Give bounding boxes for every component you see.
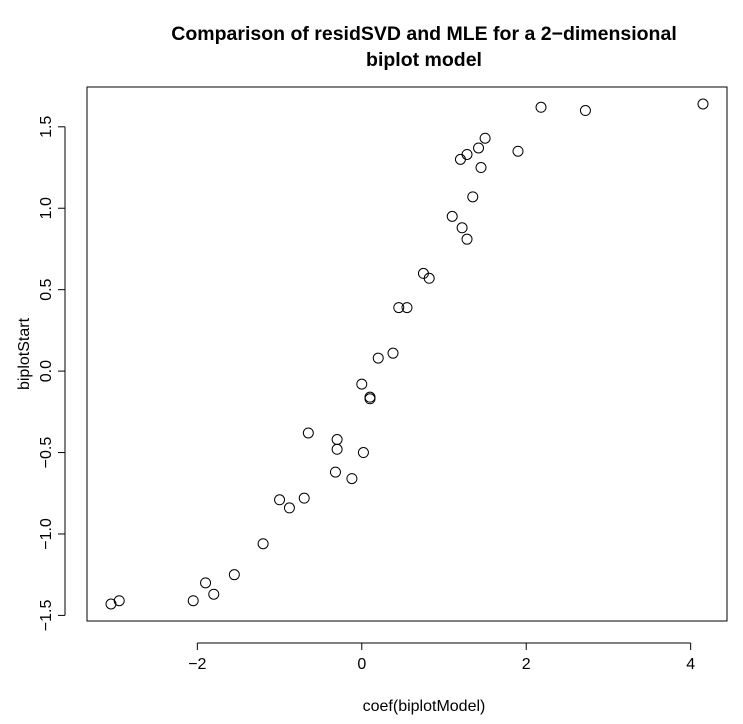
data-point [356, 378, 368, 390]
y-tick-label: 1.5 [38, 116, 55, 138]
data-point [473, 142, 485, 154]
data-point [346, 473, 358, 485]
data-point [454, 153, 466, 165]
data-point [372, 352, 384, 364]
data-point [461, 148, 473, 160]
y-tick-label: 0.0 [38, 360, 55, 382]
data-point [257, 538, 269, 550]
data-point [331, 443, 343, 455]
data-point [329, 466, 341, 478]
chart-title-line-2: biplot model [366, 49, 482, 71]
data-point [456, 222, 468, 234]
data-point [187, 595, 199, 607]
data-point [298, 492, 310, 504]
chart-title-line-1: Comparison of residSVD and MLE for a 2−d… [171, 23, 676, 45]
data-point [387, 347, 399, 359]
data-point [200, 577, 212, 589]
y-tick-label: −1.0 [38, 518, 55, 550]
y-axis: −1.5 −1.0 −0.5 0.0 0.5 1.0 1.5 [38, 116, 66, 632]
data-point [697, 98, 709, 110]
data-point [461, 233, 473, 245]
plot-frame [86, 86, 728, 622]
data-points [105, 98, 709, 610]
x-tick-label: −2 [188, 656, 206, 673]
y-axis-label: biplotStart [16, 317, 33, 390]
data-point [302, 427, 314, 439]
data-point [393, 302, 405, 314]
data-point [479, 132, 491, 144]
y-tick-label: 1.0 [38, 197, 55, 219]
data-point [401, 302, 413, 314]
data-point [467, 191, 479, 203]
data-point [274, 494, 286, 506]
y-tick-label: 0.5 [38, 278, 55, 300]
data-point [283, 502, 295, 514]
data-point [208, 588, 220, 600]
y-tick-label: −0.5 [38, 437, 55, 469]
x-axis: −2 0 2 4 [188, 642, 695, 673]
x-tick-label: 4 [686, 656, 695, 673]
data-point [331, 434, 343, 446]
x-tick-label: 0 [357, 656, 366, 673]
data-point [423, 272, 435, 284]
data-point [475, 162, 487, 174]
data-point [113, 595, 125, 607]
data-point [512, 145, 524, 157]
x-axis-label: coef(biplotModel) [363, 698, 486, 715]
data-point [446, 210, 458, 222]
y-tick-label: −1.5 [38, 600, 55, 632]
x-tick-label: 2 [522, 656, 531, 673]
data-point [579, 105, 591, 117]
data-point [357, 447, 369, 459]
data-point [364, 393, 376, 405]
data-point [228, 569, 240, 581]
data-point [535, 101, 547, 113]
